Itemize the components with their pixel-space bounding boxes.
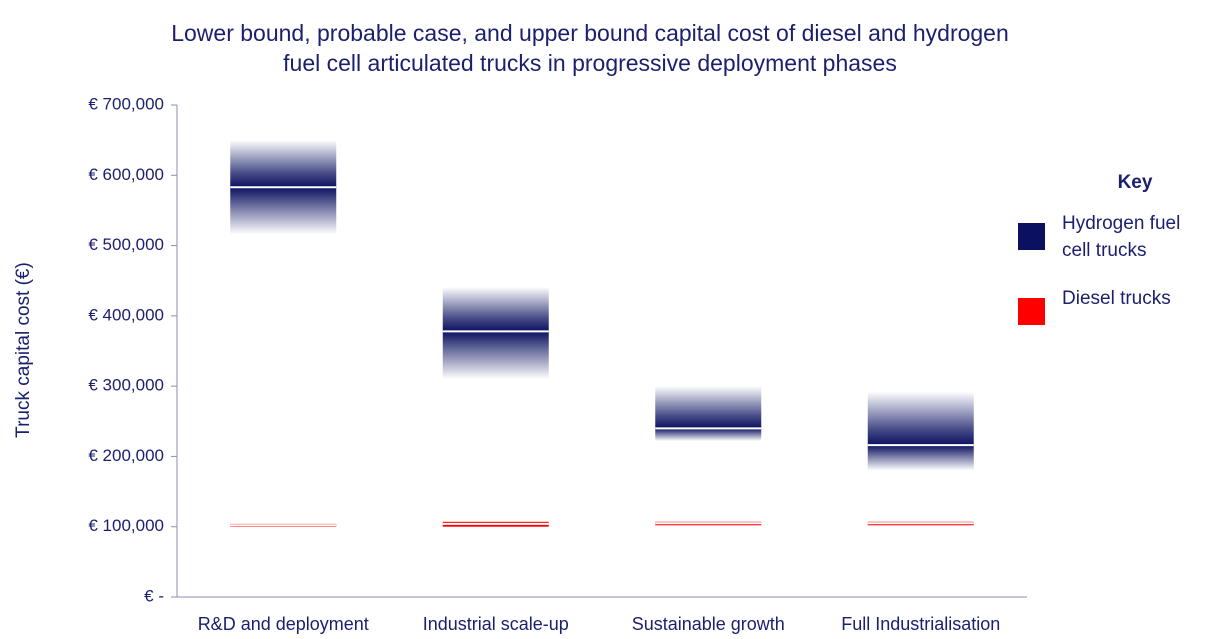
legend-label: Hydrogen fuel cell trucks: [1062, 213, 1181, 261]
y-axis-label: Truck capital cost (€): [13, 262, 34, 438]
legend-item: Diesel trucks: [1018, 285, 1197, 325]
y-tick-label: € -: [144, 586, 164, 605]
x-tick-label: Industrial scale-up: [423, 614, 569, 634]
legend-item: Hydrogen fuel cell trucks: [1018, 210, 1197, 264]
y-tick-label: € 700,000: [88, 94, 164, 113]
y-tick-label: € 400,000: [88, 305, 164, 324]
range-bar: [867, 391, 974, 471]
x-tick-label: R&D and deployment: [198, 614, 369, 634]
y-tick-label: € 500,000: [88, 235, 164, 254]
legend-swatch: [1018, 298, 1045, 325]
chart-title: Lower bound, probable case, and upper bo…: [171, 20, 1009, 76]
x-tick-label: Full Industrialisation: [841, 614, 1000, 634]
x-tick-label: Sustainable growth: [632, 614, 785, 634]
legend-label: Diesel trucks: [1062, 288, 1171, 309]
y-tick-label: € 600,000: [88, 165, 164, 184]
legend-title: Key: [1117, 172, 1153, 193]
range-bar: [442, 287, 549, 380]
range-bar: [655, 386, 762, 441]
legend-swatch: [1018, 223, 1045, 250]
y-tick-label: € 200,000: [88, 446, 164, 465]
y-tick-label: € 100,000: [88, 516, 164, 535]
y-tick-label: € 300,000: [88, 376, 164, 395]
